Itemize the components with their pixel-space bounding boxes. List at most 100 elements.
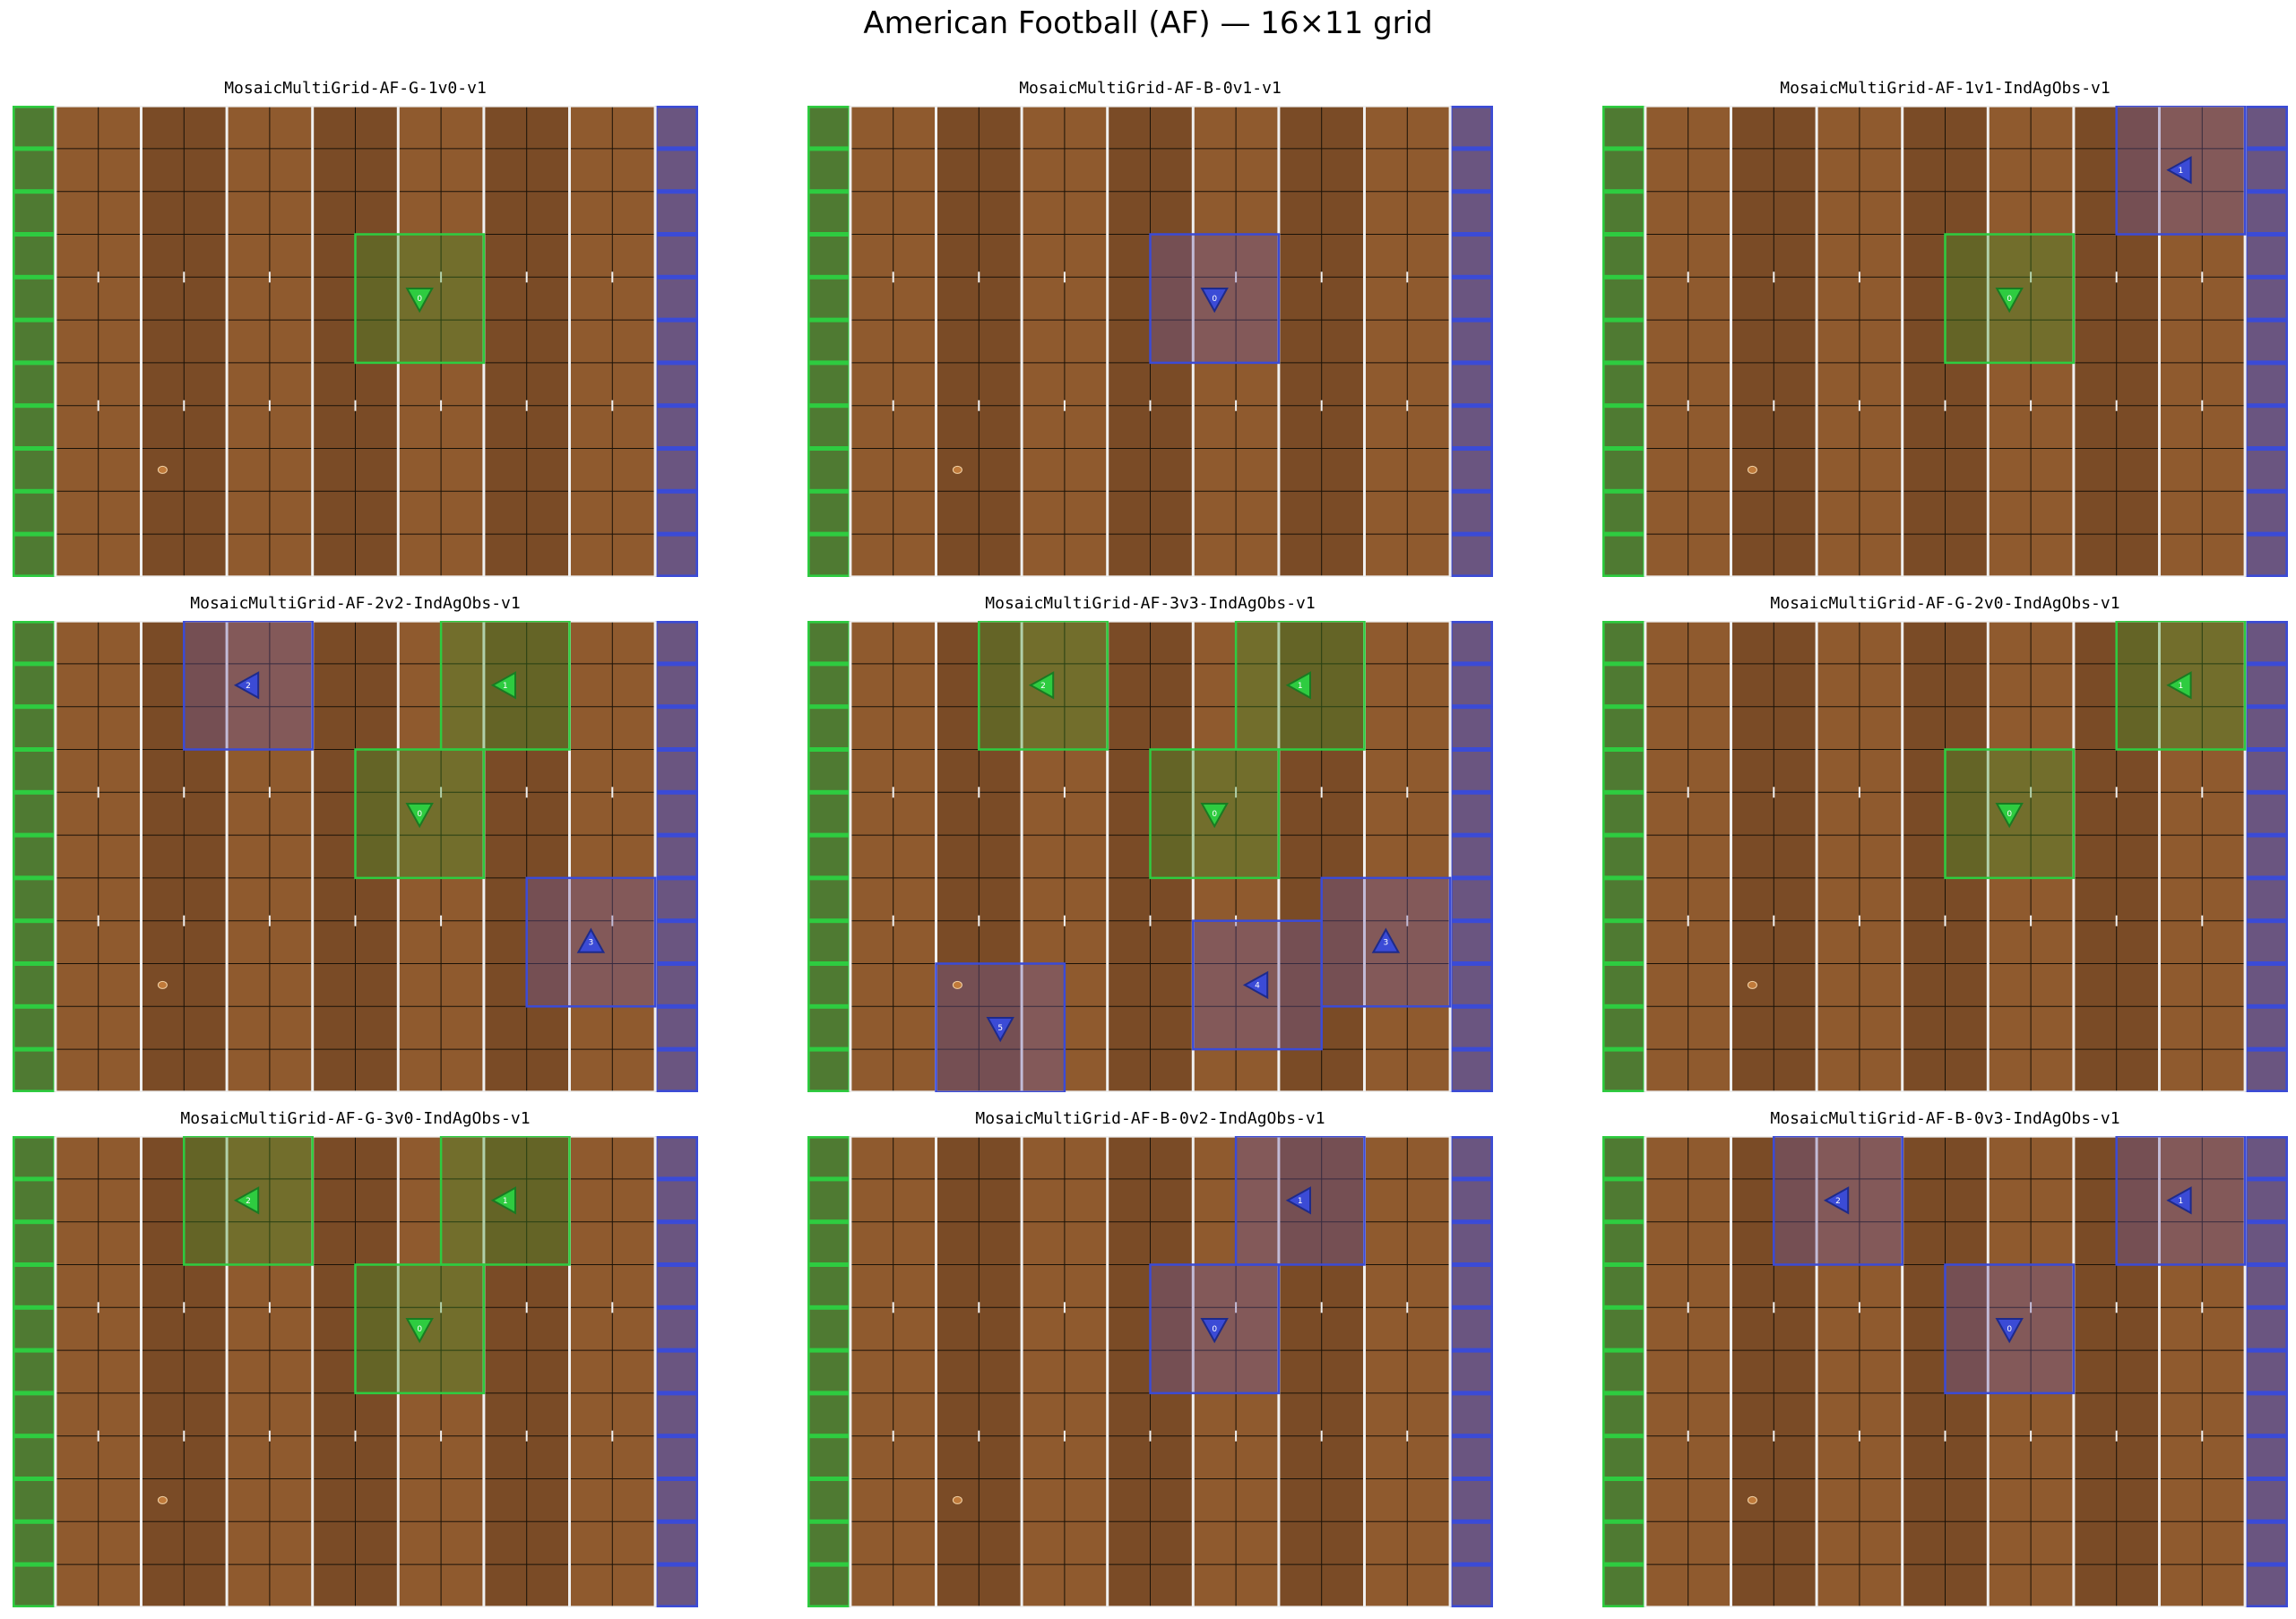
agent-id-label: 0 <box>417 295 422 304</box>
blue-endzone-cell <box>1449 877 1493 922</box>
green-endzone-cell <box>807 1435 851 1480</box>
field-column <box>1945 106 1989 577</box>
green-endzone-cell <box>1602 1306 1646 1351</box>
field-column <box>2159 621 2203 1092</box>
field-column <box>355 106 399 577</box>
blue-endzone-cell <box>1449 1435 1493 1480</box>
green-endzone-cell <box>13 1005 56 1050</box>
green-endzone-cell <box>1602 362 1646 407</box>
green-endzone-cell <box>1602 106 1646 150</box>
field-column <box>1022 621 1065 1092</box>
field-column <box>1902 106 1946 577</box>
field-column <box>441 106 484 577</box>
field-column <box>1364 1136 1408 1607</box>
field-column <box>398 106 442 577</box>
field-column <box>569 1136 613 1607</box>
field-column <box>1644 1136 1688 1607</box>
agent-id-label: 0 <box>417 810 422 819</box>
green-endzone-cell <box>1602 920 1646 965</box>
green-endzone-cell <box>1602 749 1646 793</box>
green-endzone-cell <box>13 1520 56 1565</box>
green-endzone-cell <box>807 1563 851 1607</box>
green-agent-triangle <box>1285 671 1311 700</box>
blue-endzone-cell <box>654 1478 698 1522</box>
field-column <box>1731 106 1774 577</box>
field-column <box>2159 1136 2203 1607</box>
field-column <box>1407 621 1451 1092</box>
blue-endzone-cell <box>1449 1005 1493 1050</box>
football-ball <box>157 465 168 474</box>
field-column <box>312 106 356 577</box>
blue-endzone-cell <box>2244 106 2288 150</box>
green-endzone-cell <box>13 106 56 150</box>
blue-endzone-cell <box>1449 1048 1493 1092</box>
blue-endzone-cell <box>2244 621 2288 665</box>
green-endzone-cell <box>1602 834 1646 879</box>
green-endzone-cell <box>807 1221 851 1265</box>
blue-endzone-cell <box>1449 1136 1493 1180</box>
football-field-board: 0 <box>13 106 698 577</box>
green-agent-triangle <box>405 1318 434 1344</box>
blue-agent-triangle <box>1371 927 1401 953</box>
field-column <box>1859 1136 1903 1607</box>
blue-endzone-cell <box>654 362 698 407</box>
agent-id-label: 3 <box>589 939 594 948</box>
field-column <box>612 621 656 1092</box>
field-column <box>1236 621 1279 1092</box>
field-column <box>1817 621 1860 1092</box>
blue-endzone-cell <box>1449 1264 1493 1308</box>
football-field-board: 0 1 2 3 <box>13 621 698 1092</box>
green-endzone-cell <box>1602 490 1646 535</box>
green-endzone-cell <box>807 234 851 278</box>
football-ball <box>1747 465 1757 474</box>
field-column <box>1321 106 1365 577</box>
figure-title: American Football (AF) — 16×11 grid <box>863 5 1433 41</box>
blue-endzone-cell <box>2244 1392 2288 1437</box>
green-endzone-cell <box>1602 1178 1646 1223</box>
agent-view-box <box>183 1136 314 1266</box>
blue-endzone-cell <box>1449 1392 1493 1437</box>
green-endzone-cell <box>13 1478 56 1522</box>
green-endzone-cell <box>1602 148 1646 193</box>
blue-endzone-cell <box>2244 749 2288 793</box>
blue-agent-triangle <box>2166 1186 2192 1215</box>
field-column <box>893 1136 937 1607</box>
field-column <box>227 106 270 577</box>
field-column <box>269 106 313 577</box>
blue-endzone-cell <box>2244 490 2288 535</box>
blue-endzone-cell <box>654 1435 698 1480</box>
field-column <box>1945 1136 1989 1607</box>
green-endzone-cell <box>1602 448 1646 492</box>
field-column <box>2116 106 2160 577</box>
field-column <box>1150 1136 1194 1607</box>
green-endzone-cell <box>13 1136 56 1180</box>
blue-endzone-cell <box>1449 533 1493 577</box>
green-endzone-cell <box>1602 319 1646 364</box>
field-column <box>1022 1136 1065 1607</box>
green-endzone-cell <box>807 1136 851 1180</box>
field-column <box>141 621 185 1092</box>
field-column <box>141 1136 185 1607</box>
blue-endzone-cell <box>654 877 698 922</box>
green-endzone-cell <box>807 706 851 750</box>
agent-id-label: 1 <box>1298 682 1303 691</box>
agent-id-label: 1 <box>2179 167 2184 176</box>
agent-id-label: 0 <box>1212 810 1217 819</box>
green-endzone-cell <box>1602 276 1646 321</box>
blue-endzone-cell <box>654 106 698 150</box>
field-column <box>1193 106 1237 577</box>
agent-id-label: 3 <box>1384 939 1389 948</box>
football-ball <box>157 980 168 989</box>
blue-endzone-cell <box>654 1178 698 1223</box>
green-endzone-cell <box>807 749 851 793</box>
field-column <box>55 621 99 1092</box>
green-endzone-cell <box>1602 1563 1646 1607</box>
agent-id-label: 2 <box>1835 1197 1841 1206</box>
blue-endzone-cell <box>2244 234 2288 278</box>
agent-view-box <box>354 748 486 880</box>
blue-endzone-cell <box>654 834 698 879</box>
blue-endzone-cell <box>2244 877 2288 922</box>
blue-endzone-cell <box>1449 706 1493 750</box>
field-column <box>1107 106 1151 577</box>
agent-id-label: 0 <box>2007 810 2012 819</box>
